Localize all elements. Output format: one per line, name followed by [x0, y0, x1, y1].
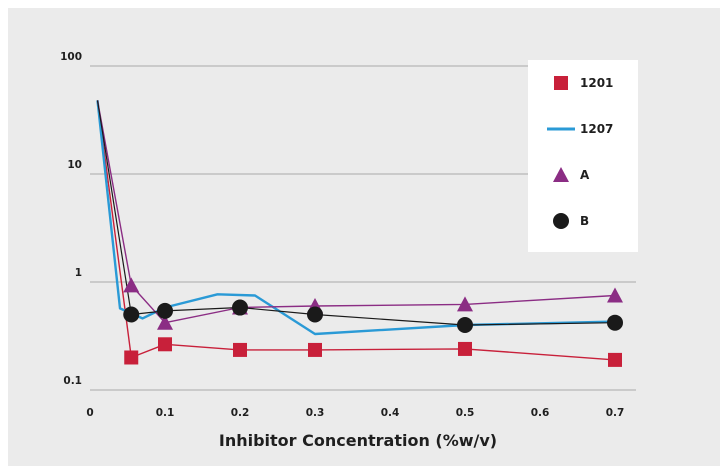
x-tick-label: 0.3 — [306, 407, 325, 419]
marker-b — [232, 299, 248, 316]
line-chart: 0.1 1 10 100 0 0.1 0.2 0.3 0.4 0.5 0.6 0.7 1201 1207… — [60, 51, 638, 450]
legend-label-1207: 1207 — [580, 122, 613, 136]
legend: 1201 1207 A B — [528, 60, 638, 252]
legend-label-b: B — [580, 214, 589, 228]
y-tick-label: 1 — [75, 267, 82, 279]
y-tick-label: 100 — [60, 51, 82, 63]
marker-a — [157, 314, 173, 330]
series-group — [96, 100, 623, 367]
marker-a — [123, 277, 140, 293]
legend-box — [528, 60, 638, 252]
marker-1201 — [124, 350, 139, 365]
legend-label-a: A — [580, 168, 590, 182]
marker-a — [457, 296, 473, 312]
x-tick-label: 0.1 — [156, 407, 175, 419]
x-tick-label: 0.2 — [231, 407, 250, 419]
axes: 0.1 1 10 100 0 0.1 0.2 0.3 0.4 0.5 0.6 0.7 — [60, 51, 624, 419]
y-tick-label: 10 — [67, 159, 82, 171]
marker-b — [123, 306, 140, 323]
marker-a — [607, 287, 623, 303]
marker-1201 — [233, 342, 247, 357]
x-axis-title: Inhibitor Concentration (%w/v) — [219, 431, 497, 450]
x-tick-label: 0.7 — [606, 407, 625, 419]
marker-b — [457, 316, 473, 333]
x-tick-label: 0.6 — [531, 407, 550, 419]
legend-swatch-a — [553, 167, 569, 182]
y-tick-label: 0.1 — [63, 375, 82, 387]
x-tick-label: 0 — [86, 407, 93, 419]
legend-swatch-1201 — [554, 76, 568, 90]
x-tick-label: 0.5 — [456, 407, 475, 419]
chart-panel: 0.1 1 10 100 0 0.1 0.2 0.3 0.4 0.5 0.6 0.7 1201 1207… — [8, 8, 720, 466]
legend-label-1201: 1201 — [580, 76, 613, 90]
x-tick-label: 0.4 — [381, 407, 400, 419]
marker-b — [157, 302, 173, 319]
legend-swatch-b — [553, 213, 569, 229]
marker-1201 — [308, 342, 322, 357]
marker-b — [307, 306, 323, 323]
marker-b — [607, 314, 623, 331]
marker-1201 — [608, 352, 622, 367]
marker-1201 — [458, 341, 472, 356]
marker-1201 — [158, 337, 172, 352]
